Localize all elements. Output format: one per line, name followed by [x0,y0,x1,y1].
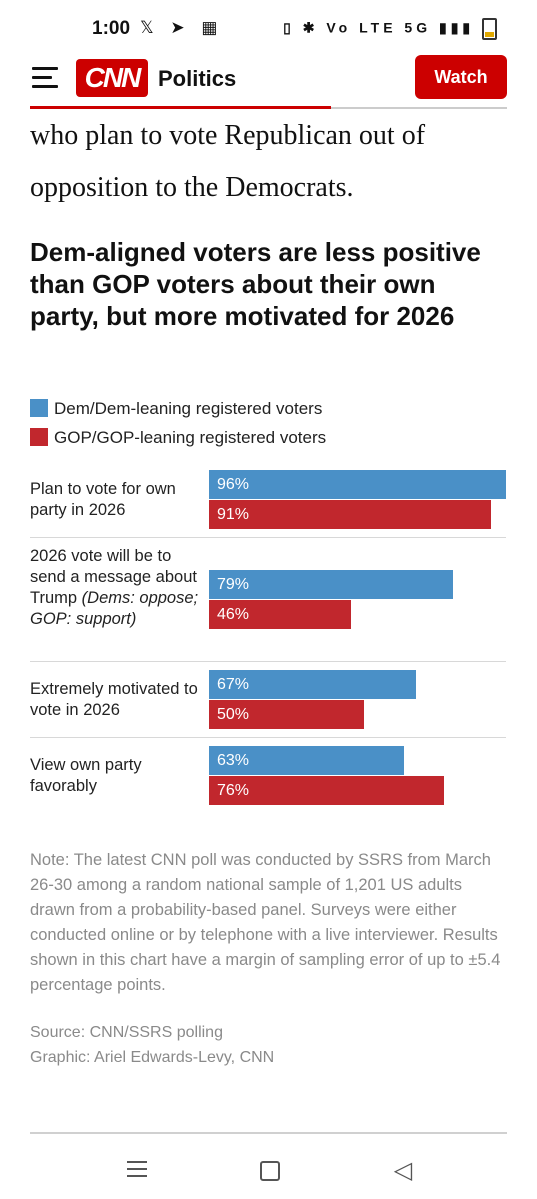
data-label: 46% [217,606,250,623]
chart-legend: Dem/Dem-leaning registered voters GOP/GO… [30,398,326,456]
battery-icon [482,18,497,40]
chart-note: Note: The latest CNN poll was conducted … [30,851,501,994]
legend-item-dem: Dem/Dem-leaning registered voters [30,398,326,427]
section-divider [30,1132,507,1134]
row-divider [30,661,506,662]
reading-progress-bar [30,106,507,109]
category-note: (Dems: oppose; GOP: support) [30,589,199,628]
status-time: 1:00 [92,18,131,39]
chart-row-2: 2026 vote will be to send a message abou… [30,538,506,661]
legend-label-dem: Dem/Dem-leaning registered voters [54,399,323,418]
bar-gop: 91% [209,500,491,529]
section-title[interactable]: Politics [158,66,237,91]
cnn-logo[interactable]: CNN [76,59,148,97]
chart-row-1: Plan to vote for own party in 2026 96% 9… [30,465,506,537]
article-paragraph: who plan to vote Republican out of oppos… [30,120,426,203]
category-label: Extremely motivated to vote in 2026 [30,680,198,719]
bar-gop: 50% [209,700,364,729]
category-label: Plan to vote for own party in 2026 [30,480,176,519]
graphic-credit: Graphic: Ariel Edwards-Levy, CNN [30,1049,275,1066]
data-label: 67% [217,676,250,693]
row-divider [30,537,506,538]
data-label: 79% [217,576,250,593]
watch-button[interactable]: Watch [415,55,507,99]
home-icon[interactable] [255,1156,285,1186]
reading-progress-fill [30,106,331,109]
legend-swatch-dem [30,399,48,417]
data-label: 63% [217,752,250,769]
chart-source: Source: CNN/SSRS polling Graphic: Ariel … [30,1020,510,1070]
bar-dem: 63% [209,746,404,775]
data-label: 96% [217,476,250,493]
chart-row-4: View own party favorably 63% 76% [30,738,506,808]
site-header: CNN Politics Watch [0,55,537,110]
bar-dem: 96% [209,470,506,499]
source-line: Source: CNN/SSRS polling [30,1024,223,1041]
menu-icon[interactable] [32,67,60,89]
back-icon[interactable]: ◁ [393,1157,413,1184]
row-divider [30,737,506,738]
bar-dem: 67% [209,670,417,699]
signal-icons: ▯ ✱ Vo LTE 5G ▮▮▮ [283,19,475,36]
bar-dem: 79% [209,570,454,599]
notification-icons: 𝕏 ➤ ▦ [140,18,224,37]
legend-item-gop: GOP/GOP-leaning registered voters [30,427,326,456]
category-label: View own party favorably [30,756,142,795]
data-label: 91% [217,506,250,523]
system-nav-bar: ◁ [0,1140,537,1199]
chart-row-3: Extremely motivated to vote in 2026 67% … [30,662,506,737]
bar-chart: Plan to vote for own party in 2026 96% 9… [30,465,506,805]
status-bar: 1:00 𝕏 ➤ ▦ ▯ ✱ Vo LTE 5G ▮▮▮ [0,0,537,58]
bar-gop: 76% [209,776,445,805]
chart-title: Dem-aligned voters are less positive tha… [30,237,481,331]
recents-icon[interactable] [122,1156,152,1186]
category-label: 2026 vote will be to send a message abou… [30,547,199,628]
system-status-icons: ▯ ✱ Vo LTE 5G ▮▮▮ [283,18,497,40]
data-label: 50% [217,706,250,723]
legend-label-gop: GOP/GOP-leaning registered voters [54,428,327,447]
data-label: 76% [217,782,250,799]
bar-gop: 46% [209,600,352,629]
legend-swatch-gop [30,428,48,446]
